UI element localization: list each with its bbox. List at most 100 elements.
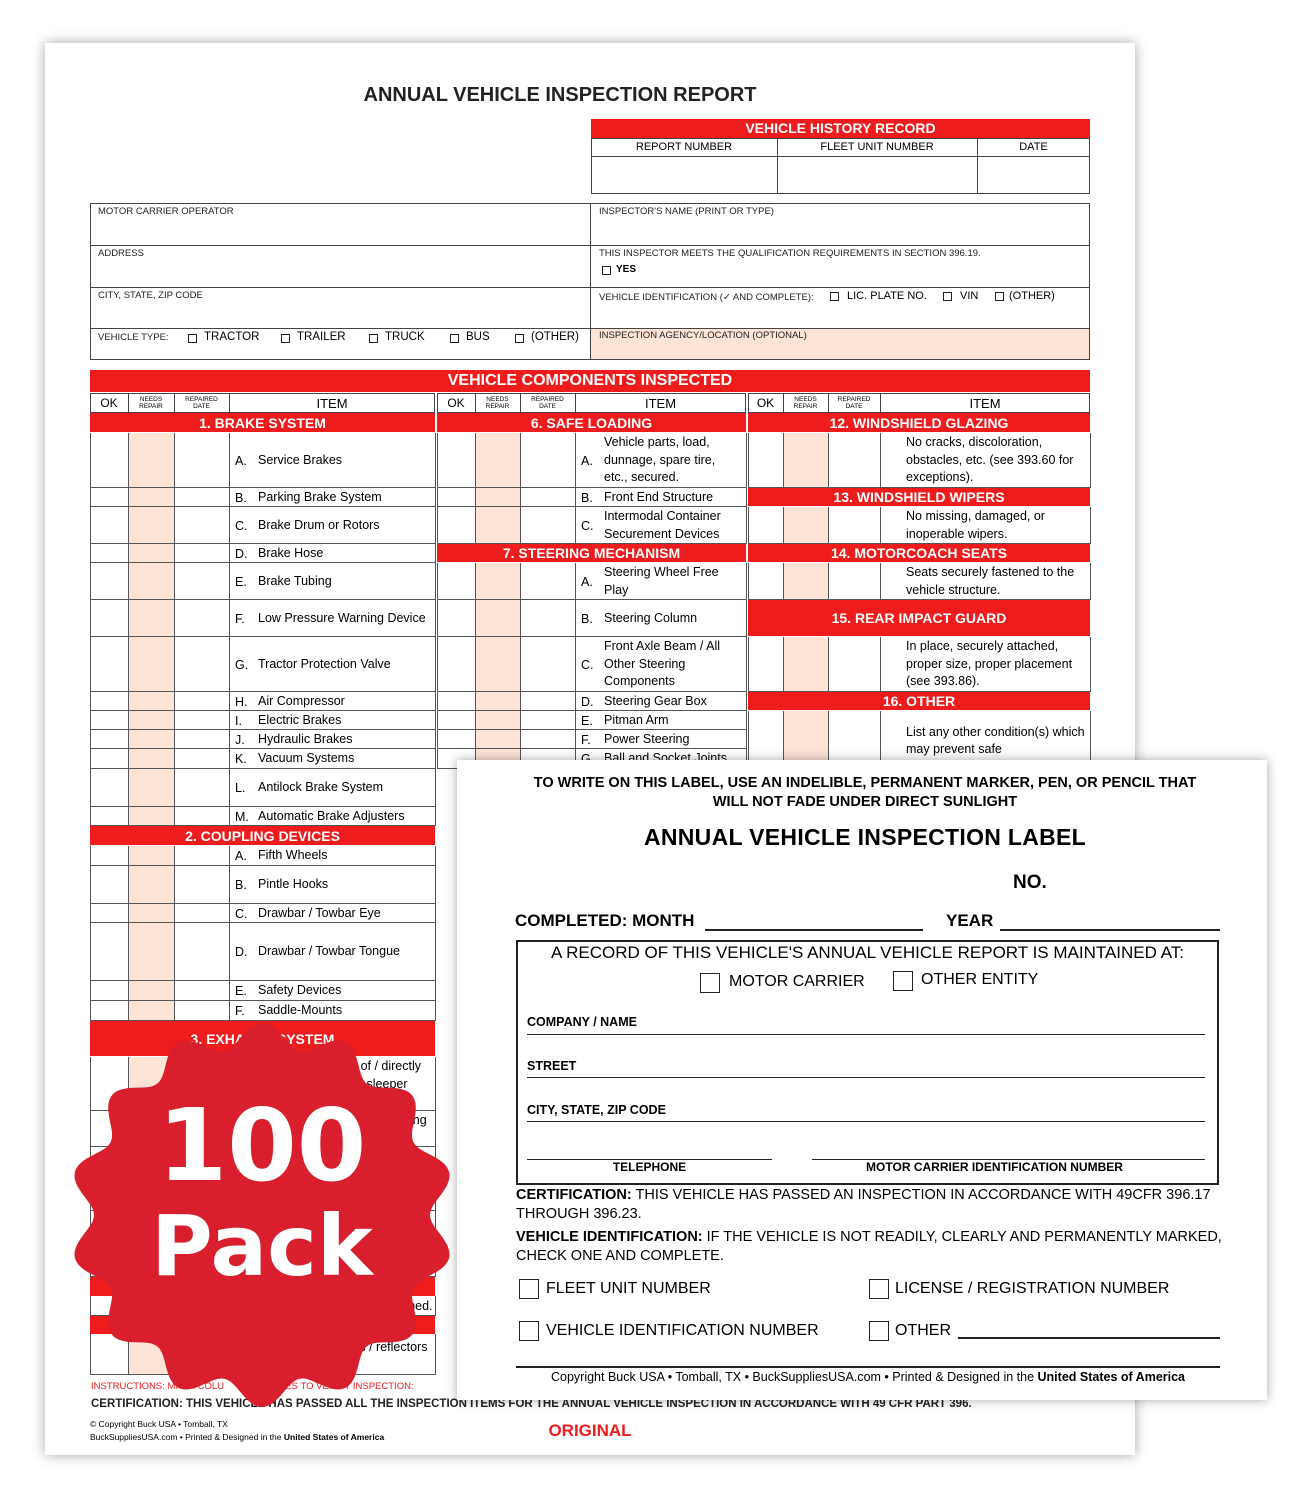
report-title: ANNUAL VEHICLE INSPECTION REPORT [363,84,757,106]
label-year: YEAR [946,911,994,930]
rule [880,711,881,771]
rule [748,637,749,692]
rule [229,433,230,488]
rule [828,711,829,771]
section-title: 6. SAFE LOADING [437,413,746,433]
rule [575,393,576,413]
text-run: United States of America [283,1432,385,1442]
badge-text: 100 [158,1087,367,1204]
checkbox [869,1321,889,1341]
rule [520,488,521,507]
section-title: 16. OTHER [748,692,1090,711]
rule [748,543,1090,544]
section-title: 12. WINDSHIELD GLAZING [748,413,1090,433]
rule [174,923,175,981]
rule [475,692,476,711]
label-certification: CERTIFICATION: THIS VEHICLE HAS PASSED A… [516,1186,1226,1226]
rule [475,730,476,749]
history-column: DATE [1019,141,1048,153]
column-header: NEEDS REPAIR [485,396,510,410]
rule [174,393,175,413]
column-header: REPAIRED DATE [837,396,871,410]
rule [174,711,175,730]
header-row [748,393,1090,413]
text-run: IF THE VEHICLE IS NOT READILY, CLEARLY A… [516,1229,1222,1264]
rule [90,1020,435,1021]
label-sheet [457,760,1267,1400]
item-text: Vehicle parts, load, dunnage, spare tire… [604,435,716,485]
rule [174,749,175,769]
rule [783,711,784,771]
rule [128,544,129,563]
rule [229,904,230,923]
rule [880,393,881,413]
rule [527,1077,1205,1079]
needs-repair-cell [475,507,520,544]
rule [520,507,521,544]
rule [746,600,747,637]
rule [90,1334,91,1375]
rule [812,1159,1205,1161]
rule [174,488,175,507]
rule [90,904,91,923]
column-header: NEEDS REPAIR [139,396,163,410]
rule [90,1000,435,1001]
rule [520,692,521,711]
item-letter: A. [235,849,247,863]
rule [90,1001,91,1021]
rule [435,711,436,730]
needs-repair-cell [128,923,174,981]
rule [128,507,129,544]
item-text: Brake Tubing [258,573,332,588]
item-letter: A. [235,453,247,468]
rule [746,433,747,488]
checkbox [519,1279,539,1299]
rule [90,637,91,692]
rule [229,692,230,711]
checkbox [893,971,913,991]
rule [90,600,91,637]
rule [90,599,435,600]
rule [575,600,576,637]
rule [128,904,129,923]
rule [437,507,438,544]
rule [1090,507,1091,544]
item-text: Saddle-Mounts [258,1003,343,1018]
rule [516,1366,1220,1368]
rule [229,807,230,826]
rule [437,600,438,637]
checkbox [281,334,290,343]
rule [437,748,746,749]
rule [437,543,746,544]
rule [437,506,746,507]
label-number: NO. [1013,872,1047,893]
rule [437,710,746,711]
field-label: VEHICLE TYPE: [98,332,169,343]
rule [229,923,230,981]
rule [229,393,230,413]
rule [435,730,436,749]
option-label: YES [616,264,637,275]
rule [229,866,230,904]
text-run: BuckSuppliesUSA.com • Printed & Designed… [90,1432,282,1442]
item-letter: C. [581,518,594,533]
rule [748,711,749,771]
history-column: FLEET UNIT NUMBER [820,141,934,153]
section-title: 15. REAR IMPACT GUARD [748,600,1090,637]
rule [575,730,576,749]
rule [174,433,175,488]
badge-shape [74,1023,450,1407]
needs-repair-cell [128,866,174,904]
rule [435,1057,436,1111]
checkbox [450,334,459,343]
rule [435,749,436,769]
rule [520,749,521,769]
rule [437,637,438,692]
rule [435,923,436,981]
rule [229,507,230,544]
rule [746,730,747,749]
needs-repair-cell [128,807,174,826]
needs-repair-cell [128,637,174,692]
rule [128,749,129,769]
column-header: REPAIRED DATE [185,396,218,410]
